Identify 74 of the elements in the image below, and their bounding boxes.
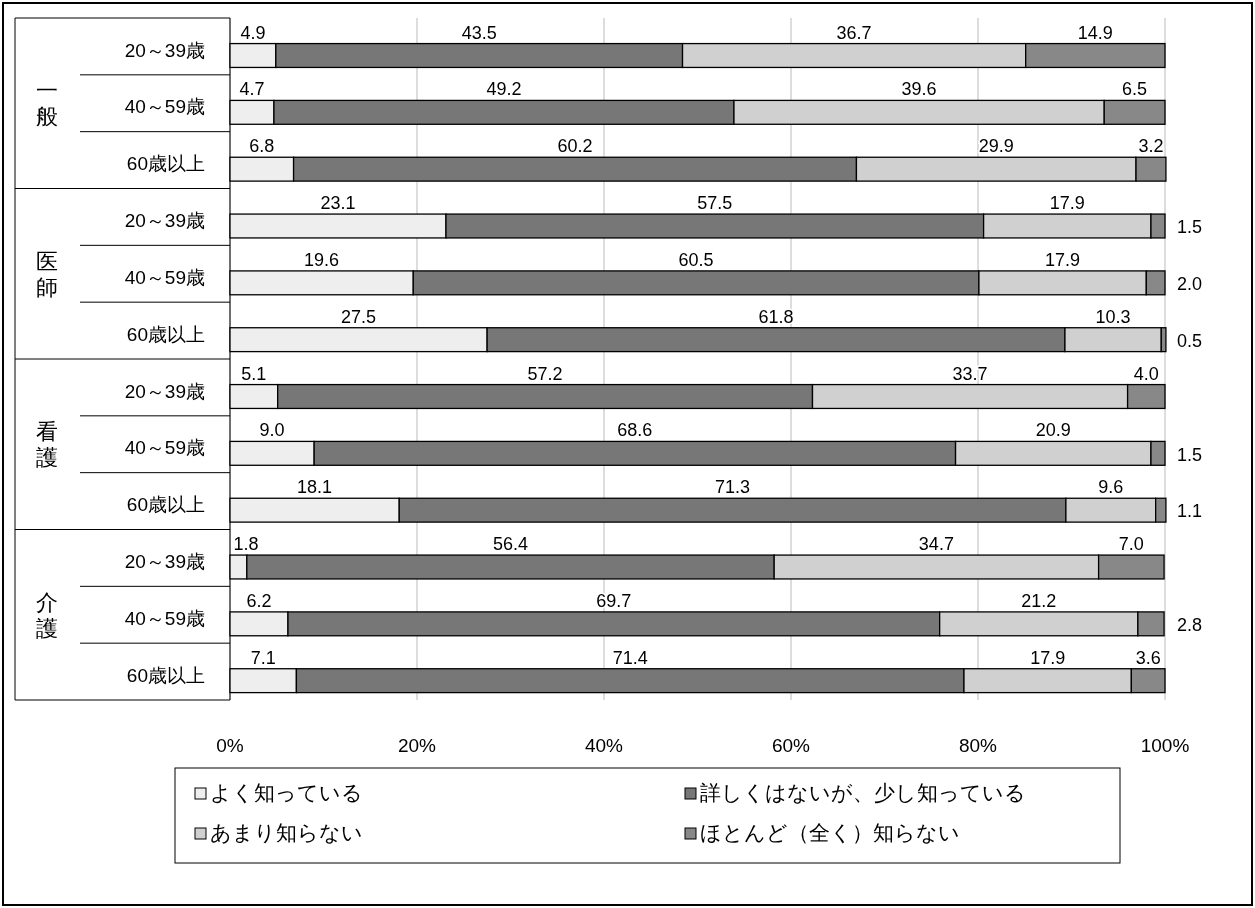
data-label: 4.9 xyxy=(240,22,266,43)
data-label: 9.0 xyxy=(259,420,285,441)
data-label: 2.0 xyxy=(1177,274,1203,294)
data-label: 1.8 xyxy=(233,534,259,555)
data-label: 6.8 xyxy=(249,136,275,157)
data-label: 60.5 xyxy=(678,249,714,270)
data-label: 18.1 xyxy=(297,477,333,498)
data-label: 1.1 xyxy=(1177,501,1203,522)
y-tick-label: 20～39歳 xyxy=(124,39,205,61)
data-label: 57.2 xyxy=(527,363,563,384)
data-label: 9.6 xyxy=(1098,477,1124,498)
data-label: 33.7 xyxy=(952,363,988,384)
x-tick-label: 60% xyxy=(771,735,811,756)
data-label: 61.8 xyxy=(758,306,794,327)
data-label: 43.5 xyxy=(461,22,497,43)
x-tick-label: 80% xyxy=(958,735,998,756)
data-label: 3.2 xyxy=(1138,136,1164,157)
y-tick-label: 60歳以上 xyxy=(126,323,205,345)
y-tick-label: 60歳以上 xyxy=(126,153,205,175)
legend-label: よく知っている xyxy=(210,781,363,804)
data-label: 1.5 xyxy=(1177,217,1203,238)
data-label: 60.2 xyxy=(557,136,593,157)
legend-label: 詳しくはないが、少し知っている xyxy=(700,781,1026,804)
y-tick-label: 60歳以上 xyxy=(126,664,205,686)
y-tick-label: 40～59歳 xyxy=(124,96,205,118)
y-tick-label: 20～39歳 xyxy=(124,210,205,232)
data-label: 5.1 xyxy=(241,363,267,384)
data-label: 0.5 xyxy=(1177,330,1203,351)
data-label: 4.0 xyxy=(1133,363,1159,384)
data-label: 7.0 xyxy=(1118,534,1144,555)
data-label: 34.7 xyxy=(918,534,954,555)
y-tick-label: 20～39歳 xyxy=(124,551,205,573)
x-tick-label: 100% xyxy=(1140,735,1190,756)
legend-label: ほとんど（全く）知らない xyxy=(700,821,960,844)
data-label: 39.6 xyxy=(901,79,937,100)
x-tick-label: 0% xyxy=(216,735,244,756)
data-label: 71.3 xyxy=(715,477,751,498)
y-tick-label: 60歳以上 xyxy=(126,494,205,516)
text: 一般 xyxy=(36,78,58,130)
data-label: 2.8 xyxy=(1177,615,1203,635)
data-label: 17.9 xyxy=(1049,193,1085,214)
data-label: 56.4 xyxy=(492,534,529,555)
data-label: 4.7 xyxy=(239,79,265,100)
data-label: 6.2 xyxy=(246,590,272,611)
data-label: 71.4 xyxy=(612,647,648,668)
data-label: 68.6 xyxy=(617,420,653,441)
data-label: 36.7 xyxy=(836,22,872,43)
y-tick-label: 40～59歳 xyxy=(124,437,205,459)
legend-label: あまり知らない xyxy=(210,821,363,844)
data-label: 69.7 xyxy=(596,590,632,611)
data-label: 14.9 xyxy=(1077,22,1113,43)
data-label: 10.3 xyxy=(1095,306,1131,327)
text: 看護 xyxy=(36,419,58,471)
data-label: 19.6 xyxy=(304,249,340,270)
x-tick-label: 40% xyxy=(584,735,624,756)
data-label: 20.9 xyxy=(1035,420,1071,441)
data-label: 29.9 xyxy=(978,136,1014,157)
data-label: 7.1 xyxy=(250,647,276,668)
data-label: 49.2 xyxy=(486,79,522,100)
data-label: 6.5 xyxy=(1122,79,1148,100)
y-tick-label: 40～59歳 xyxy=(124,607,205,629)
x-tick-label: 20% xyxy=(397,735,437,756)
y-tick-label: 40～59歳 xyxy=(124,266,205,288)
data-label: 57.5 xyxy=(697,193,733,214)
data-label: 3.6 xyxy=(1135,647,1161,668)
data-label: 1.5 xyxy=(1177,444,1203,465)
data-label: 21.2 xyxy=(1021,590,1057,611)
data-label: 17.9 xyxy=(1045,249,1081,270)
data-label: 27.5 xyxy=(341,306,377,327)
y-tick-label: 20～39歳 xyxy=(124,380,205,402)
text: 医師 xyxy=(36,248,58,300)
data-label: 17.9 xyxy=(1030,647,1066,668)
text: 介護 xyxy=(36,589,58,641)
data-label: 23.1 xyxy=(320,193,356,214)
